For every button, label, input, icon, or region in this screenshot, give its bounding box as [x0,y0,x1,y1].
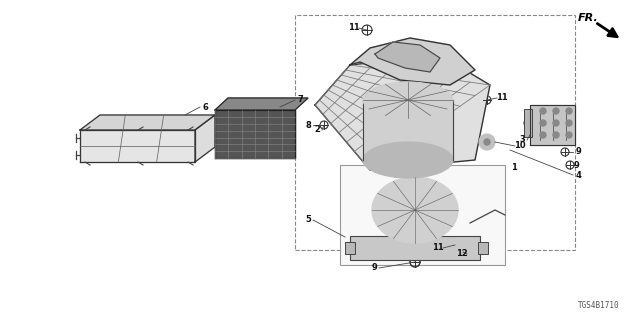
Polygon shape [80,115,215,130]
Circle shape [540,120,546,126]
Text: 8: 8 [305,121,311,130]
Polygon shape [195,115,215,162]
Circle shape [553,120,559,126]
Circle shape [540,132,546,138]
Polygon shape [315,55,490,170]
Circle shape [540,108,546,114]
Text: 4: 4 [575,171,581,180]
Text: 9: 9 [575,148,581,156]
Polygon shape [80,130,195,162]
Text: 11: 11 [432,244,444,252]
Text: 12: 12 [456,250,468,259]
Text: TGS4B1710: TGS4B1710 [579,301,620,310]
Text: 2: 2 [314,125,320,134]
Circle shape [553,108,559,114]
Polygon shape [215,98,308,110]
Bar [350,236,480,260]
Circle shape [484,139,490,145]
Text: 7: 7 [297,95,303,105]
Text: 10: 10 [514,141,526,150]
Ellipse shape [363,142,453,178]
Circle shape [566,108,572,114]
Text: 6: 6 [202,102,208,111]
Bar [478,242,488,254]
Text: 1: 1 [511,164,517,172]
Text: 5: 5 [305,215,311,225]
Polygon shape [215,110,295,158]
Polygon shape [530,105,575,145]
Text: 11: 11 [496,93,508,102]
Polygon shape [363,100,453,160]
Circle shape [553,132,559,138]
Ellipse shape [363,82,453,118]
Text: FR.: FR. [578,13,598,23]
Circle shape [566,120,572,126]
Circle shape [566,132,572,138]
Text: 3: 3 [519,135,525,145]
Polygon shape [375,42,440,72]
Ellipse shape [372,177,458,243]
Circle shape [479,134,495,150]
Bar [345,242,355,254]
Text: 9: 9 [574,161,580,170]
Text: 11: 11 [348,23,360,33]
Bar [295,15,575,250]
Text: 9: 9 [371,263,377,273]
Bar [340,165,505,265]
Polygon shape [350,38,475,85]
Bar [524,109,532,137]
